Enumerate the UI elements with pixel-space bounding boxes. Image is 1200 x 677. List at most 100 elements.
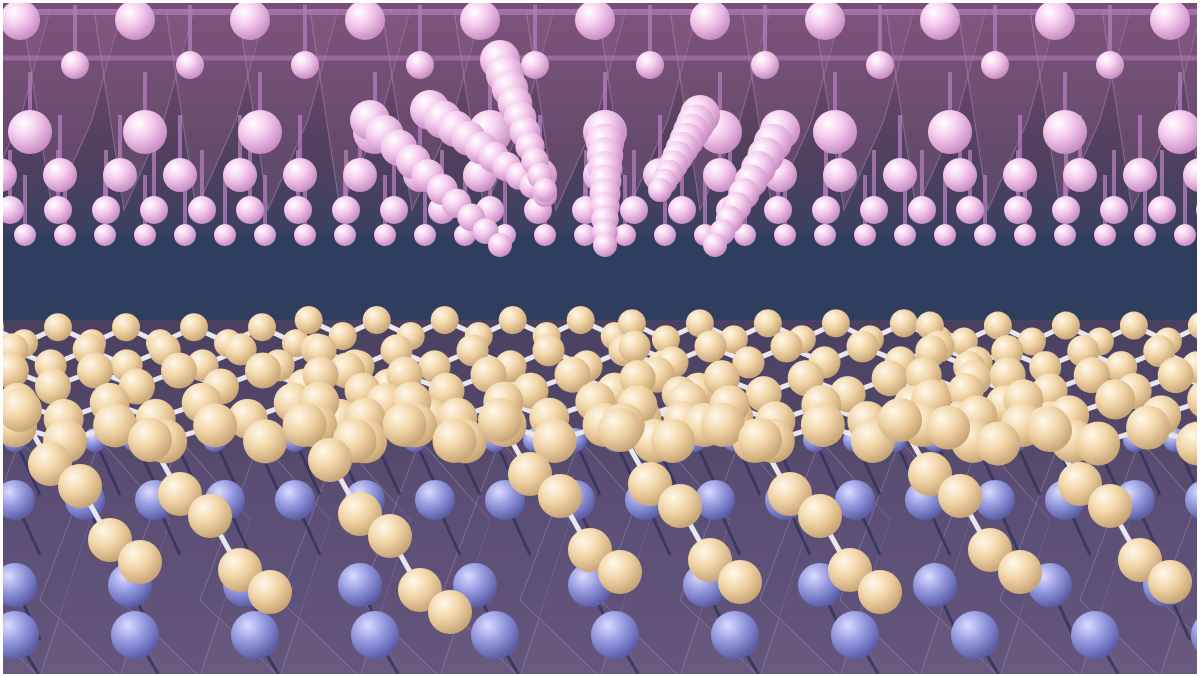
upper-atom (956, 196, 984, 224)
upper-atom (734, 224, 756, 246)
upper-atom (928, 110, 972, 154)
chain-atom (160, 352, 197, 389)
upper-atom (0, 0, 40, 40)
upper-atom (488, 233, 512, 257)
chain-atom (0, 388, 42, 432)
chain-atom (566, 306, 595, 335)
chain-atom (1073, 357, 1110, 394)
chain-atom (871, 360, 908, 397)
upper-atom (1094, 224, 1116, 246)
chain-atom (294, 306, 323, 335)
upper-atom (774, 224, 796, 246)
chain-atom (498, 306, 527, 335)
upper-atom (812, 196, 840, 224)
chain-atom (685, 309, 714, 338)
upper-atom (854, 224, 876, 246)
chain-atom (44, 313, 73, 342)
upper-atom (1096, 51, 1124, 79)
upper-atom (1043, 110, 1087, 154)
base-atom (471, 611, 519, 659)
upper-atom (894, 224, 916, 246)
chain-atom (1126, 405, 1171, 450)
upper-atom (575, 0, 615, 40)
base-atom (1071, 611, 1119, 659)
base-atom (591, 611, 639, 659)
chain-atom (694, 330, 727, 363)
chain-atom (651, 325, 680, 354)
chain-atom (1095, 379, 1136, 420)
chain-atom (926, 405, 971, 450)
base-atom (338, 563, 382, 607)
upper-atom (238, 110, 282, 154)
upper-atom (654, 224, 676, 246)
chain-atom (617, 309, 646, 338)
chain-atom (368, 514, 412, 558)
base-atom (975, 480, 1015, 520)
base-atom (111, 611, 159, 659)
chain-atom (732, 346, 765, 379)
upper-atom (43, 158, 77, 192)
upper-atom (648, 178, 672, 202)
chain-atom (798, 494, 842, 538)
upper-atom (1052, 196, 1080, 224)
chain-atom (1028, 408, 1072, 452)
upper-atom (574, 224, 596, 246)
upper-atom (0, 158, 17, 192)
upper-atom (54, 224, 76, 246)
upper-atom (1158, 110, 1200, 154)
upper-atom (291, 51, 319, 79)
chain-atom (328, 322, 357, 351)
upper-atom (1004, 196, 1032, 224)
upper-atom (805, 0, 845, 40)
chain-atom (878, 398, 922, 442)
chain-atom (650, 418, 695, 463)
chain-atom (1187, 380, 1200, 419)
chain-atom (76, 352, 113, 389)
upper-atom (690, 0, 730, 40)
upper-atom (236, 196, 264, 224)
upper-atom (380, 196, 408, 224)
base-atom (0, 480, 35, 520)
chain-atom (428, 590, 472, 634)
upper-atom (163, 158, 197, 192)
chain-atom (719, 325, 748, 354)
chain-atom (430, 306, 459, 335)
upper-atom (406, 51, 434, 79)
chain-atom (770, 330, 803, 363)
chain-atom (1051, 311, 1080, 340)
upper-atom (188, 196, 216, 224)
upper-atom (521, 51, 549, 79)
upper-atom (0, 196, 24, 224)
chain-atom (1143, 335, 1176, 368)
upper-atom (1174, 224, 1196, 246)
chain-atom (983, 311, 1012, 340)
upper-atom (593, 233, 617, 257)
chain-atom (362, 306, 391, 335)
upper-atom (943, 158, 977, 192)
upper-atom (1003, 158, 1037, 192)
chain-atom (532, 418, 577, 463)
chain-atom (1148, 560, 1192, 604)
upper-atom (123, 110, 167, 154)
upper-atom (703, 158, 737, 192)
chain-atom (193, 403, 238, 448)
base-atom (835, 480, 875, 520)
upper-atom (140, 196, 168, 224)
base-atom (415, 480, 455, 520)
chain-atom (938, 474, 982, 518)
upper-atom (814, 224, 836, 246)
upper-atom (533, 178, 557, 202)
upper-atom (883, 158, 917, 192)
chain-atom (618, 330, 651, 363)
base-atom (1185, 480, 1200, 520)
chain-atom (382, 402, 427, 447)
upper-atom (1054, 224, 1076, 246)
upper-atom (294, 224, 316, 246)
chain-atom (282, 402, 327, 447)
upper-atom (636, 51, 664, 79)
upper-atom (751, 51, 779, 79)
chain-atom (1088, 484, 1132, 528)
chain-atom (538, 474, 582, 518)
chain-atom (248, 570, 292, 614)
